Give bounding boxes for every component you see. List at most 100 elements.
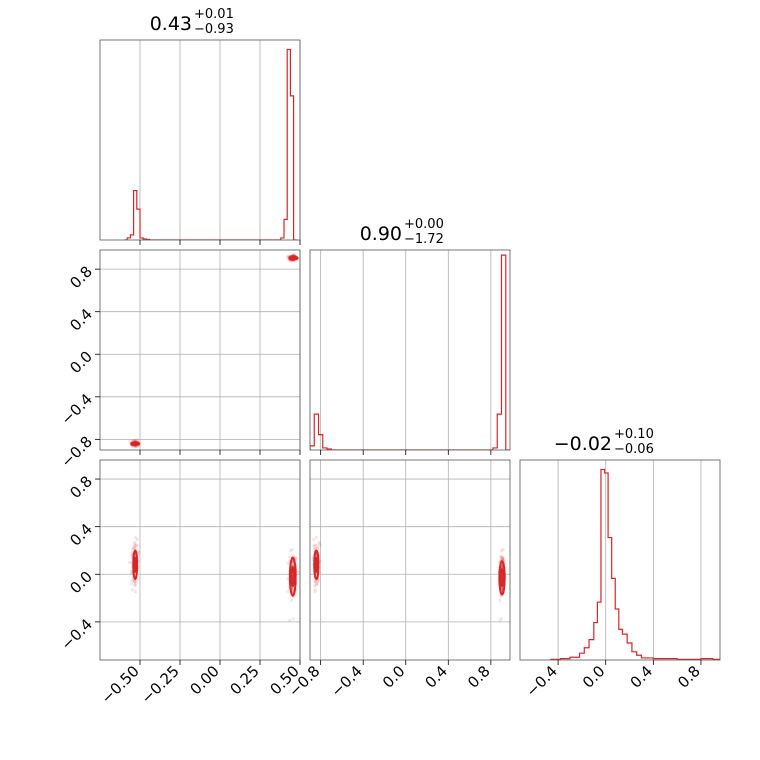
sample-point (317, 540, 321, 544)
x-tick-label: 0.8 (674, 662, 704, 692)
y-tick-label: 0.0 (66, 348, 96, 378)
y-tick-label: −0.8 (58, 433, 96, 471)
sample-point (313, 543, 317, 547)
panel-frame (99, 249, 301, 451)
sample-point (314, 583, 319, 587)
contour-outer (313, 549, 320, 581)
sample-point (501, 557, 505, 561)
sample-point (133, 583, 137, 587)
y-tick-label: −0.4 (58, 615, 96, 653)
panel-frame (99, 39, 301, 241)
sample-point (498, 618, 502, 623)
sample-point (130, 550, 134, 554)
contour-inner (314, 556, 319, 573)
sample-point (315, 581, 320, 585)
contour-outer (132, 549, 139, 581)
sample-point (290, 548, 294, 552)
sample-point (499, 555, 503, 559)
y-tick-label: 0.4 (66, 305, 96, 335)
sample-point (500, 586, 504, 591)
sample-point (315, 545, 320, 549)
sample-point (314, 543, 318, 547)
contour-inner (290, 256, 297, 260)
sample-point (136, 543, 140, 548)
contour-inner (290, 566, 296, 588)
sample-point (132, 546, 136, 550)
sample-point (134, 581, 138, 585)
sample-point (288, 618, 292, 623)
sample-point (501, 548, 505, 552)
panel-content (124, 48, 297, 240)
sample-point (133, 544, 137, 548)
panel-0-0 (99, 39, 301, 245)
sample-point (130, 578, 135, 583)
panel-content (310, 254, 510, 450)
contour-outer (498, 560, 506, 596)
sample-point (133, 584, 137, 588)
y-tick-label: 0.8 (66, 262, 96, 292)
x-tick-label: −0.4 (522, 662, 560, 700)
sample-point (501, 557, 505, 561)
sample-point (288, 549, 293, 553)
sample-point (317, 542, 322, 546)
histogram-0 (124, 48, 297, 240)
sample-point (499, 617, 504, 621)
sample-point (314, 582, 318, 586)
x-tick-label: 0.0 (579, 662, 609, 692)
panel-title-2: −0.02 (554, 433, 612, 455)
panel-title-0: 0.43 (150, 13, 192, 35)
panel-title-lower-1: −1.72 (404, 232, 444, 247)
x-tick-label: 0.4 (627, 662, 657, 692)
panel-frame (99, 459, 301, 661)
sample-point (133, 580, 137, 584)
sample-point (498, 598, 502, 602)
sample-point (313, 584, 317, 588)
panel-title-lower-2: −0.06 (614, 442, 654, 457)
panel-2-0: −0.50−0.25 0.00 0.25 0.50−0.40.00.40.8 (58, 459, 303, 707)
panel-title-upper-0: +0.01 (194, 7, 234, 22)
sample-point (132, 438, 136, 443)
x-tick-label: 0.8 (464, 662, 494, 692)
sample-point (500, 555, 504, 559)
sample-point (312, 544, 316, 548)
sample-point (129, 582, 133, 586)
sample-point (311, 537, 316, 542)
contour-inner (133, 556, 138, 573)
sample-point (133, 540, 137, 544)
panel-frame (309, 249, 511, 451)
sample-point (313, 579, 317, 584)
sample-point (500, 565, 504, 570)
x-tick-label: 0.25 (226, 662, 262, 698)
sample-point (289, 598, 294, 602)
sample-point (137, 550, 141, 554)
sample-point (128, 560, 132, 564)
sample-point (313, 580, 317, 584)
panel-content (100, 253, 300, 449)
sample-point (286, 561, 290, 565)
sample-point (314, 536, 318, 540)
y-tick-label: −0.4 (58, 390, 96, 428)
sample-point (134, 438, 138, 443)
panel-1-0: −0.8 −0.4 0.0 0.4 0.8 (58, 249, 301, 471)
sample-point (286, 254, 290, 259)
panel-title-1: 0.90 (360, 223, 402, 245)
sample-point (286, 577, 290, 581)
y-tick-label: 0.0 (66, 568, 96, 598)
x-tick-label: 0.00 (186, 662, 222, 698)
sample-point (133, 545, 137, 549)
panel-title-lower-0: −0.93 (194, 22, 234, 37)
histogram-2 (550, 468, 720, 660)
sample-point (313, 546, 317, 550)
y-tick-label: 0.8 (66, 472, 96, 502)
sample-point (135, 537, 139, 542)
x-tick-label: 0.0 (379, 662, 409, 692)
x-tick-label: −0.50 (98, 662, 143, 707)
panel-content (310, 478, 510, 623)
sample-point (133, 445, 137, 449)
sample-point (291, 563, 295, 568)
sample-point (132, 579, 137, 584)
sample-point (136, 438, 140, 442)
sample-point (500, 556, 504, 560)
panel-content (100, 478, 300, 623)
sample-point (500, 556, 505, 560)
